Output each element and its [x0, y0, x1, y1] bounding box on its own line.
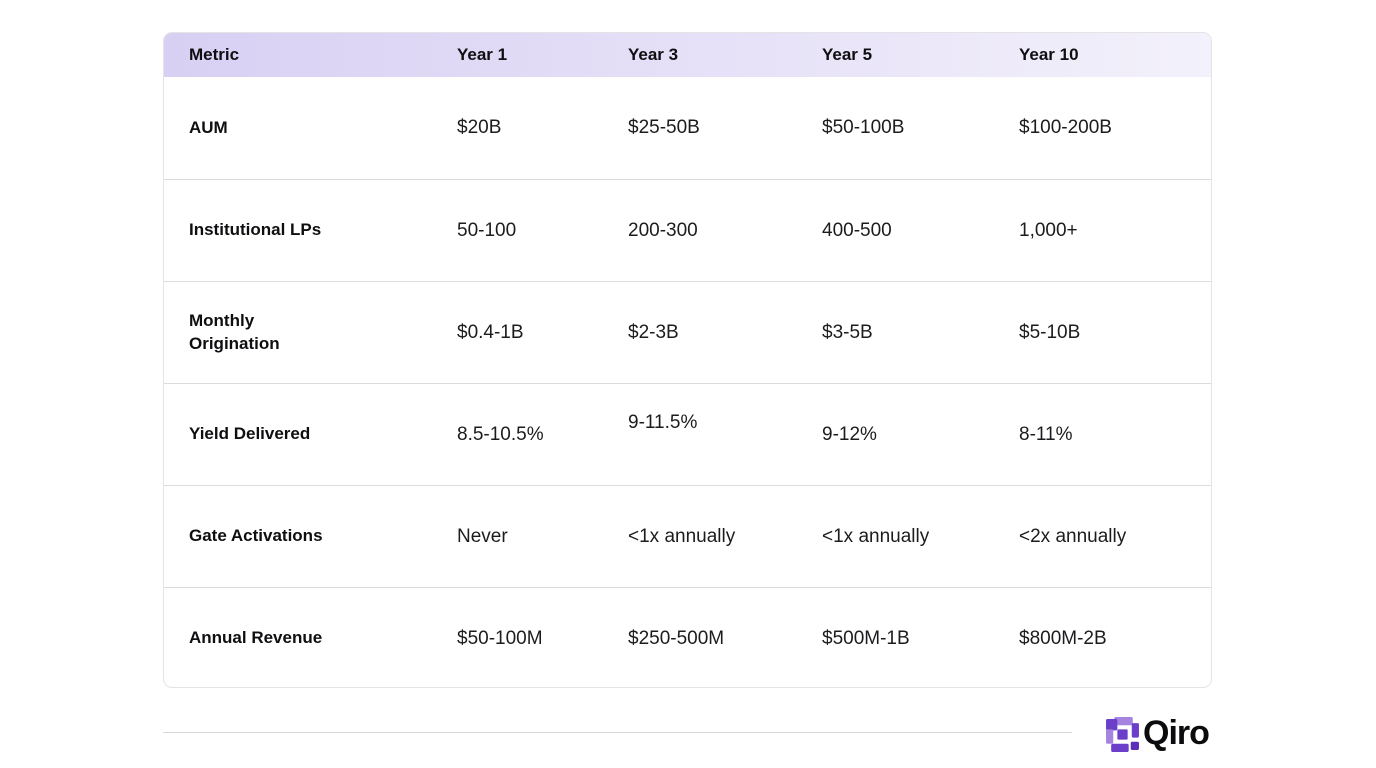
- metric-label: Annual Revenue: [189, 628, 323, 648]
- column-header-year-1: Year 1: [457, 45, 508, 64]
- column-header-year-5: Year 5: [822, 45, 873, 64]
- table-row-gate-activations: Gate Activations Never <1x annually <1x …: [164, 485, 1211, 587]
- column-header-metric: Metric: [189, 45, 240, 64]
- table-cell: $0.4-1B: [457, 321, 524, 343]
- metrics-table: Metric Year 1 Year 3 Year 5 Year 10 AUM …: [163, 32, 1212, 688]
- table-row-yield-delivered: Yield Delivered 8.5-10.5% 9-11.5% 9-12% …: [164, 383, 1211, 485]
- table-cell: $3-5B: [822, 321, 873, 343]
- table-cell: $5-10B: [1019, 321, 1081, 343]
- table-cell: <1x annually: [628, 525, 736, 547]
- table-cell: 8-11%: [1019, 423, 1073, 445]
- metric-label: Yield Delivered: [189, 424, 311, 444]
- column-header-year-10: Year 10: [1019, 45, 1079, 64]
- table-cell: 200-300: [628, 219, 698, 241]
- table-cell: <2x annually: [1019, 525, 1127, 547]
- table-cell: $250-500M: [628, 627, 725, 649]
- table-header-row: Metric Year 1 Year 3 Year 5 Year 10: [164, 33, 1211, 77]
- table-cell: 400-500: [822, 219, 892, 241]
- table-cell: $100-200B: [1019, 117, 1112, 138]
- table-cell: 1,000+: [1019, 219, 1078, 241]
- table-row-institutional-lps: Institutional LPs 50-100 200-300 400-500…: [164, 179, 1211, 281]
- footer-divider: [163, 732, 1072, 733]
- table-row-aum: AUM $20B $25-50B $50-100B $100-200B: [164, 77, 1211, 179]
- table-cell: $50-100M: [457, 627, 543, 649]
- table-cell: <1x annually: [822, 525, 930, 547]
- table-cell: 50-100: [457, 219, 517, 241]
- metric-label: Monthly Origination: [189, 310, 280, 353]
- table-cell: $800M-2B: [1019, 627, 1107, 649]
- metric-label: Gate Activations: [189, 526, 323, 546]
- table-cell: 9-12%: [822, 423, 877, 445]
- qiro-logo-icon: [1106, 716, 1139, 752]
- table-cell: 8.5-10.5%: [457, 423, 544, 445]
- brand-name: Qiro: [1143, 713, 1210, 752]
- table-row-annual-revenue: Annual Revenue $50-100M $250-500M $500M-…: [164, 587, 1211, 687]
- table-row-monthly-origination: Monthly Origination $0.4-1B $2-3B $3-5B …: [164, 281, 1211, 383]
- metric-label: AUM: [189, 117, 228, 137]
- table-cell: $50-100B: [822, 117, 905, 138]
- table-cell: $20B: [457, 117, 502, 138]
- table-cell: 9-11.5%: [628, 411, 698, 433]
- brand-logo: Qiro: [1106, 712, 1210, 756]
- metric-label: Institutional LPs: [189, 220, 322, 240]
- table-cell: Never: [457, 525, 508, 547]
- table-cell: $25-50B: [628, 117, 700, 138]
- table-cell: $500M-1B: [822, 627, 910, 649]
- table-cell: $2-3B: [628, 321, 679, 343]
- column-header-year-3: Year 3: [628, 45, 679, 64]
